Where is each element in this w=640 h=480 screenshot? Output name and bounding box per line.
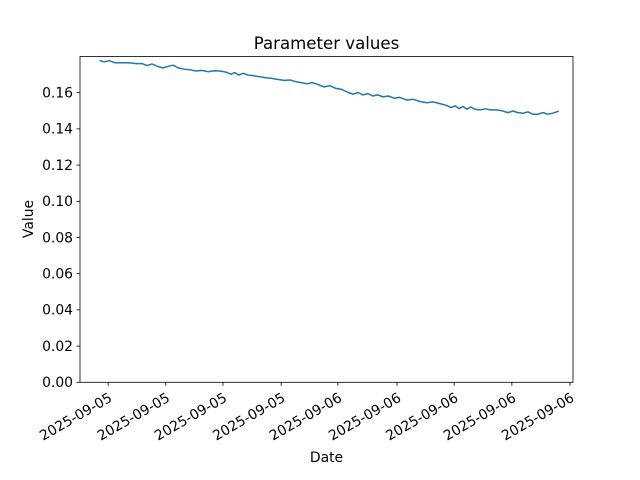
y-tick-label: 0.12 xyxy=(42,158,73,174)
y-tick-label: 0.06 xyxy=(42,267,73,283)
y-tick-label: 0.00 xyxy=(42,375,73,391)
y-tick-label: 0.14 xyxy=(42,122,73,138)
y-tick-label: 0.10 xyxy=(42,194,73,210)
y-tick-label: 0.08 xyxy=(42,230,73,246)
plot-border xyxy=(79,56,574,383)
y-tick-label: 0.02 xyxy=(42,339,73,355)
y-tick-label: 0.04 xyxy=(42,303,73,319)
x-axis-label: Date xyxy=(310,450,343,466)
y-axis-label: Value xyxy=(21,200,37,238)
series-line xyxy=(99,59,559,115)
y-tick-label: 0.16 xyxy=(42,86,73,102)
chart-title: Parameter values xyxy=(254,34,400,53)
